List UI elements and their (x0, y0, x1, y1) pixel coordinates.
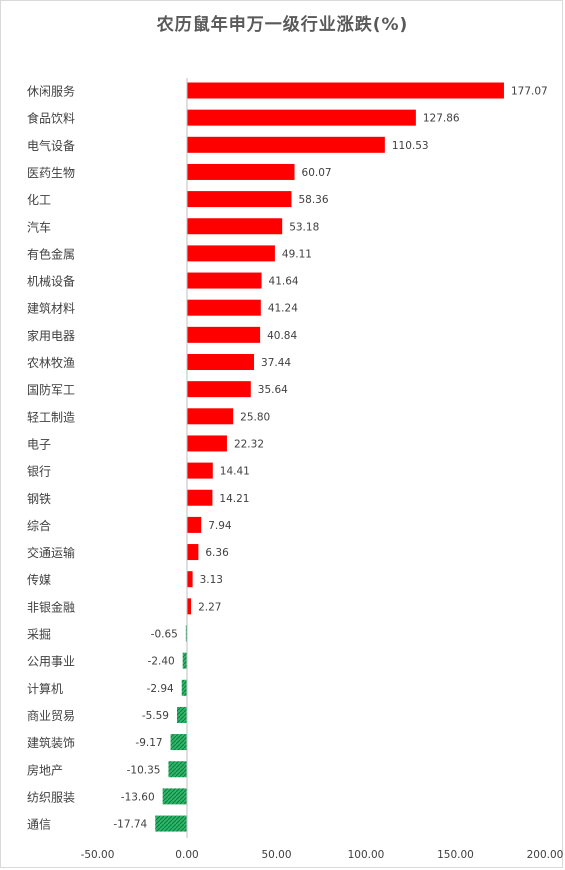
data-label: 127.86 (423, 113, 460, 125)
bar (168, 761, 187, 778)
bar (187, 516, 202, 533)
bar (162, 788, 187, 805)
category-label: 食品饮料 (27, 111, 75, 126)
data-label: 41.64 (269, 276, 299, 288)
category-label: 通信 (27, 818, 51, 832)
bar (187, 571, 193, 588)
bar (187, 408, 234, 425)
category-label: 轻工制造 (27, 410, 75, 424)
category-label: 建筑材料 (27, 301, 75, 316)
data-label: 3.13 (200, 574, 223, 586)
category-label: 汽车 (27, 219, 51, 234)
bar (187, 544, 199, 561)
x-tick-label: 50.00 (261, 849, 291, 861)
data-label: 53.18 (289, 221, 319, 233)
bar (187, 245, 275, 262)
category-label: 交通运输 (27, 545, 75, 560)
bar (187, 326, 261, 343)
category-label: 钢铁 (27, 492, 51, 506)
data-label: 49.11 (282, 248, 312, 260)
bar (187, 462, 213, 479)
category-label: 纺织服装 (27, 790, 75, 804)
category-label: 传媒 (27, 572, 51, 587)
bar (187, 82, 504, 99)
data-label: 22.32 (234, 438, 264, 450)
data-label: 25.80 (240, 411, 270, 423)
bar (187, 109, 416, 126)
data-label: -17.74 (113, 819, 147, 831)
category-label: 农林牧渔 (27, 356, 75, 370)
data-label: -2.94 (147, 683, 174, 695)
data-label: 58.36 (298, 194, 328, 206)
category-label: 有色金属 (27, 246, 75, 261)
data-label: 177.07 (511, 86, 548, 98)
bar (187, 598, 192, 615)
category-label: 采掘 (27, 627, 51, 642)
x-tick-label: -50.00 (81, 849, 115, 861)
x-tick-label: 200.00 (527, 849, 564, 861)
bar (187, 381, 251, 398)
chart-title: 农历鼠年申万一级行业涨跌(%) (156, 15, 409, 35)
data-label: -13.60 (121, 791, 155, 803)
data-label: -5.59 (142, 710, 169, 722)
category-label: 计算机 (27, 681, 63, 696)
category-label: 机械设备 (27, 274, 75, 289)
data-label: 60.07 (302, 167, 332, 179)
bar (187, 163, 295, 180)
category-label: 电子 (27, 437, 51, 451)
bar (170, 734, 187, 751)
category-label: 化工 (27, 193, 51, 207)
x-tick-label: 100.00 (348, 849, 385, 861)
category-label: 银行 (27, 465, 51, 479)
data-label: 7.94 (208, 520, 232, 532)
data-label: 110.53 (392, 140, 429, 152)
category-label: 综合 (27, 518, 51, 533)
bar (181, 679, 187, 696)
bar (187, 299, 261, 316)
bar (187, 272, 262, 289)
category-label: 医药生物 (27, 166, 75, 180)
data-label: 37.44 (261, 357, 291, 369)
bar (187, 191, 292, 208)
category-label: 房地产 (27, 762, 63, 777)
category-label: 休闲服务 (27, 84, 75, 99)
bar (187, 354, 255, 370)
category-label: 建筑装饰 (27, 735, 75, 750)
category-label: 商业贸易 (27, 708, 75, 723)
x-tick-label: 0.00 (175, 849, 198, 861)
data-label: 14.41 (220, 466, 250, 478)
data-label: 14.21 (219, 493, 249, 505)
category-label: 家用电器 (27, 328, 75, 343)
data-label: -0.65 (151, 629, 178, 641)
data-label: -2.40 (148, 656, 175, 668)
category-label: 公用事业 (27, 655, 75, 669)
bar (187, 489, 213, 506)
data-label: 2.27 (198, 601, 221, 613)
bar (155, 815, 187, 832)
bar (187, 218, 283, 235)
data-label: 40.84 (267, 330, 297, 342)
category-label: 国防军工 (27, 382, 75, 397)
data-label: 41.24 (268, 303, 298, 315)
bar (176, 706, 187, 723)
data-label: 35.64 (258, 384, 288, 396)
x-tick-label: 150.00 (437, 849, 474, 861)
category-label: 非银金融 (27, 599, 75, 614)
data-label: 6.36 (205, 547, 229, 559)
data-label: -9.17 (135, 737, 162, 749)
bar (182, 652, 187, 669)
category-label: 电气设备 (27, 138, 75, 153)
bar (185, 625, 187, 642)
data-label: -10.35 (127, 764, 161, 776)
bar (187, 136, 385, 153)
bar (187, 435, 227, 452)
